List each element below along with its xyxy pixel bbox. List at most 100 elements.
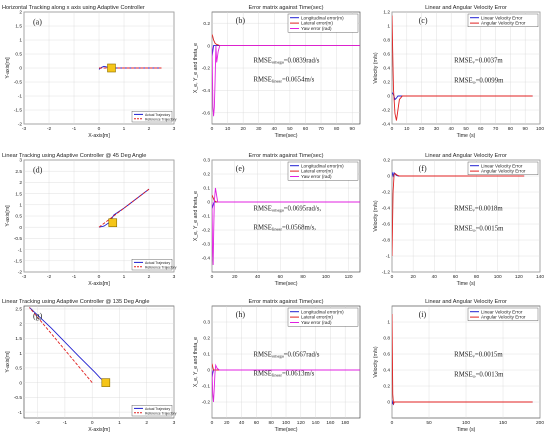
series-line-2 (98, 188, 150, 228)
legend-box (287, 13, 359, 33)
x-tick-label: 20 (419, 126, 425, 132)
series-group (212, 187, 360, 266)
rmse-annotation: RMSEv=0.0018m (454, 205, 503, 212)
panel-f: Linear and Angular Velocity Error 0 20 40 60… (373, 153, 544, 287)
y-tick-label: 3 (19, 158, 22, 164)
y-tick-label: -0.1 (202, 214, 211, 220)
panel-label: (a) (33, 17, 42, 26)
x-tick-label: 60 (278, 274, 284, 280)
series-group (392, 15, 533, 121)
rmse-label: RMSE (253, 370, 272, 377)
x-tick-label: 80 (300, 274, 306, 280)
y-tick-label: 0.4 (383, 66, 390, 72)
rmse-label: RMSE (454, 57, 473, 64)
y-tick-label: 1 (387, 320, 390, 326)
y-tick-label: -0.2 (382, 108, 391, 114)
x-tick-label: 3 (173, 274, 176, 280)
y-tick-label: 1.5 (15, 24, 22, 30)
rmse-subscript: ω (473, 374, 476, 379)
x-tick-label: 60 (254, 420, 260, 426)
legend-entry: Linear Velocity Error (481, 163, 523, 168)
legend-box (287, 161, 359, 181)
rmse-annotation: RMSEomega=0.0695rad/s, (253, 205, 321, 212)
rmse-value: =0.0568m/s, (282, 224, 316, 231)
rmse-subscript: v (473, 59, 476, 64)
x-tick-label: 100 (536, 126, 544, 132)
x-tick-label: 20 (240, 126, 246, 132)
y-tick-label: -1.5 (14, 259, 23, 265)
panel-label: (d) (33, 165, 43, 174)
panel-g: Linear Tracking using Adaptive Controlle… (2, 299, 177, 433)
panel-b: Error matrix against Time(sec) 0 10 20 30 40 5… (193, 5, 361, 139)
y-axis-label: Velocity (m/s) (373, 200, 379, 231)
x-tick-label: 0 (391, 420, 394, 426)
legend-box (131, 405, 173, 417)
x-tick-label: 160 (326, 420, 334, 426)
panel-label: (h) (236, 310, 246, 319)
y-tick-label: -0.2 (202, 400, 211, 406)
x-tick-label: 40 (255, 274, 261, 280)
y-tick-label: 0 (387, 94, 390, 100)
rmse-annotation: RMSEomega=0.0839rad/s (253, 57, 319, 64)
y-tick-label: -1.2 (382, 270, 391, 276)
x-tick-label: 50 (426, 420, 432, 426)
y-axis-label: X_e, Y_e and theta_e (193, 337, 199, 387)
legend-entry: Angular Velocity Error (481, 169, 526, 174)
x-tick-label: 120 (515, 274, 523, 280)
rmse-label: RMSE (253, 205, 272, 212)
rmse-annotation: RMSElinear=0.0654m/s (253, 76, 314, 83)
y-tick-label: 0.1 (203, 352, 210, 358)
y-tick-label: 0 (207, 200, 210, 206)
legend-entry: Longitudinal error(m) (301, 15, 344, 20)
chart-title: Error matrix against Time(sec) (249, 5, 324, 11)
y-axis-label: Y-axis[m] (5, 351, 11, 373)
y-tick-label: 0 (19, 380, 22, 386)
legend-entry: Longitudinal error(m) (301, 163, 344, 168)
y-tick-label: 0.2 (203, 21, 210, 27)
rmse-value: =0.0099m (476, 78, 505, 85)
y-tick-label: -0.4 (202, 256, 211, 262)
y-tick-label: -0.1 (202, 384, 211, 390)
series-group (212, 363, 360, 403)
rmse-value: =0.0839rad/s (284, 57, 320, 64)
x-tick-label: 70 (318, 126, 324, 132)
y-tick-label: 2 (19, 10, 22, 16)
rmse-annotation: RMSEω=0.0013m (454, 372, 504, 379)
y-tick-label: 2 (19, 180, 22, 186)
x-tick-label: 1 (123, 126, 126, 132)
x-tick-label: 0 (211, 274, 214, 280)
rmse-value: =0.0613m/s (282, 370, 315, 377)
x-tick-label: 120 (345, 274, 353, 280)
legend-entry: Angular Velocity Error (481, 315, 526, 320)
x-axis-label: Time(sec) (275, 427, 298, 433)
y-tick-label: 0.5 (15, 366, 22, 372)
x-tick-label: 80 (508, 126, 514, 132)
x-tick-label: 40 (272, 126, 278, 132)
chart-title: Linear and Angular Velocity Error (425, 299, 507, 305)
y-tick-label: -0.6 (382, 222, 391, 228)
x-tick-label: 40 (239, 420, 245, 426)
y-tick-label: 1.2 (383, 10, 390, 16)
x-axis-label: X-axis[m] (88, 133, 110, 139)
series-line-2 (392, 15, 533, 121)
y-tick-label: 2.5 (15, 307, 22, 313)
rmse-subscript: ω (473, 80, 476, 85)
legend-box (131, 110, 173, 123)
series-line-3 (212, 187, 360, 266)
y-tick-label: 1 (19, 351, 22, 357)
legend-entry: Reference Trajectory (145, 265, 177, 269)
x-tick-label: -2 (36, 420, 41, 426)
legend-entry: Angular Velocity Error (481, 21, 526, 26)
x-tick-label: 50 (287, 126, 293, 132)
legend-entry: Longitudinal error(m) (301, 309, 344, 314)
x-tick-label: 60 (303, 126, 309, 132)
series-group (212, 34, 360, 117)
y-tick-label: 1.5 (15, 191, 22, 197)
series-group (29, 307, 111, 387)
legend-entry: Lateral error(m) (301, 169, 333, 174)
series-group (98, 63, 162, 73)
legend-entry: Actual Trajectory (145, 407, 171, 411)
y-tick-label: 0 (387, 400, 390, 406)
rmse-subscript: omega (272, 353, 284, 358)
y-tick-label: 0.5 (15, 52, 22, 58)
